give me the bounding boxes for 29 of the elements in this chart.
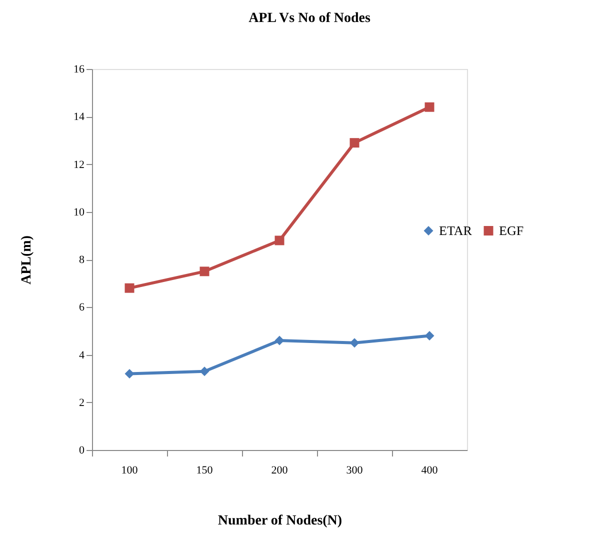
y-axis-title: APL(m) xyxy=(20,235,34,284)
legend-label: EGF xyxy=(499,222,524,238)
x-axis-title: Number of Nodes(N) xyxy=(218,514,342,528)
y-tick-label: 12 xyxy=(74,158,84,171)
y-tick-label: 8 xyxy=(79,254,85,266)
point xyxy=(200,266,210,276)
point xyxy=(124,369,134,379)
point xyxy=(124,283,134,293)
point xyxy=(274,336,284,346)
y-tick-label: 10 xyxy=(74,206,85,218)
y-tick-label: 6 xyxy=(79,302,85,314)
y-tick-label: 2 xyxy=(79,396,84,409)
point xyxy=(350,338,360,348)
point xyxy=(200,366,210,376)
x-tick-label: 200 xyxy=(271,464,288,476)
legend-label: ETAR xyxy=(439,222,472,238)
point xyxy=(350,138,360,148)
chart-title: APL Vs No of Nodes xyxy=(248,11,371,26)
point xyxy=(274,236,284,246)
x-tick-label: 400 xyxy=(421,464,438,476)
x-tick-label: 100 xyxy=(121,464,138,476)
point xyxy=(424,330,434,340)
x-tick-label: 300 xyxy=(346,464,364,476)
x-tick-label: 150 xyxy=(196,464,214,476)
y-tick-label: 0 xyxy=(79,444,85,456)
y-tick-label: 16 xyxy=(74,64,85,76)
point xyxy=(424,102,434,112)
y-tick-label: 4 xyxy=(79,349,85,362)
y-tick-label: 14 xyxy=(74,111,85,124)
